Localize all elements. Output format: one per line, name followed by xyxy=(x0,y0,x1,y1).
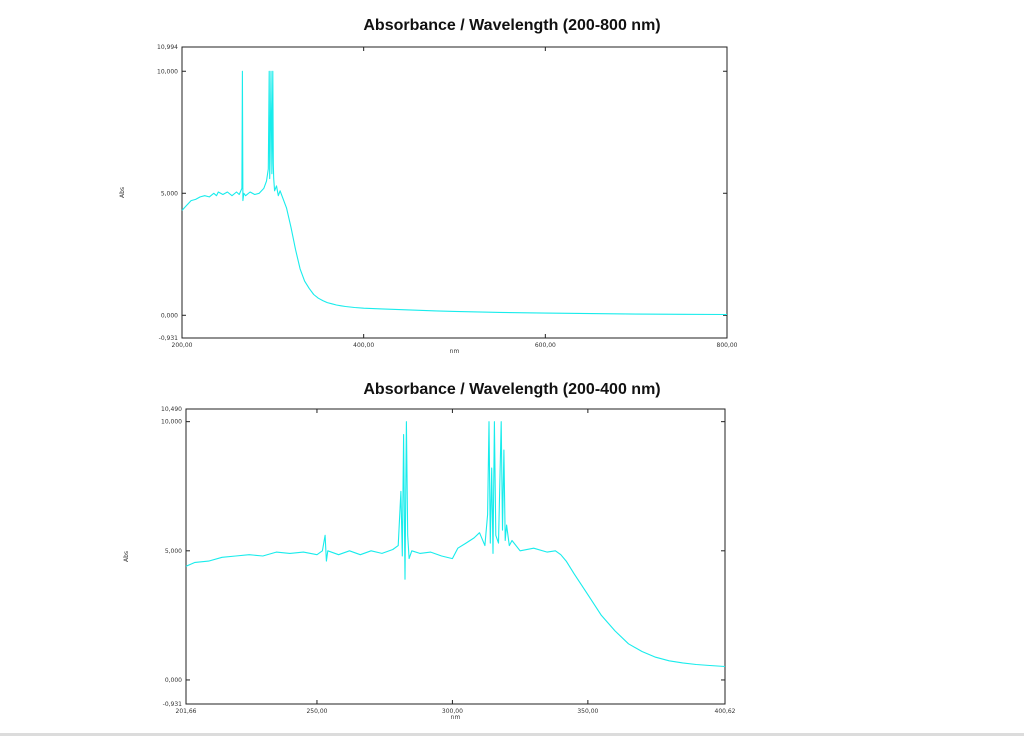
x-tick-label: 200,00 xyxy=(172,342,193,349)
absorbance-series-line xyxy=(181,70,728,316)
y-axis-label: Abs xyxy=(119,187,126,198)
y-tick-label: 0,000 xyxy=(161,312,178,319)
chart-title-top: Absorbance / Wavelength (200-800 nm) xyxy=(363,17,661,34)
x-tick-label: 250,00 xyxy=(306,708,327,715)
x-tick-label: 800,00 xyxy=(717,342,738,349)
y-tick-label: 5,000 xyxy=(161,190,178,197)
absorbance-series-line xyxy=(185,421,726,668)
x-tick-label: 400,62 xyxy=(715,708,736,715)
y-tick-label: 0,000 xyxy=(165,677,182,684)
chart-title-bottom: Absorbance / Wavelength (200-400 nm) xyxy=(363,381,661,398)
x-tick-label: 300,00 xyxy=(442,708,463,715)
plot-frame xyxy=(181,46,728,339)
x-tick-label: 350,00 xyxy=(577,708,598,715)
x-axis-label: nm xyxy=(451,714,461,721)
y-axis-label: Abs xyxy=(123,551,130,562)
x-tick-label: 201,66 xyxy=(176,708,197,715)
x-tick-label: 400,00 xyxy=(353,342,374,349)
y-max-label: 10,994 xyxy=(157,44,178,51)
y-min-label: -0,931 xyxy=(163,701,183,708)
bottom-divider xyxy=(0,733,1024,736)
y-tick-label: 5,000 xyxy=(165,548,182,555)
y-tick-label: 10,000 xyxy=(161,419,182,426)
plot-frame xyxy=(185,408,726,705)
x-tick-label: 600,00 xyxy=(535,342,556,349)
y-tick-label: 10,000 xyxy=(157,68,178,75)
y-min-label: -0,931 xyxy=(159,335,179,342)
y-max-label: 10,490 xyxy=(161,406,182,413)
x-axis-label: nm xyxy=(450,348,460,355)
